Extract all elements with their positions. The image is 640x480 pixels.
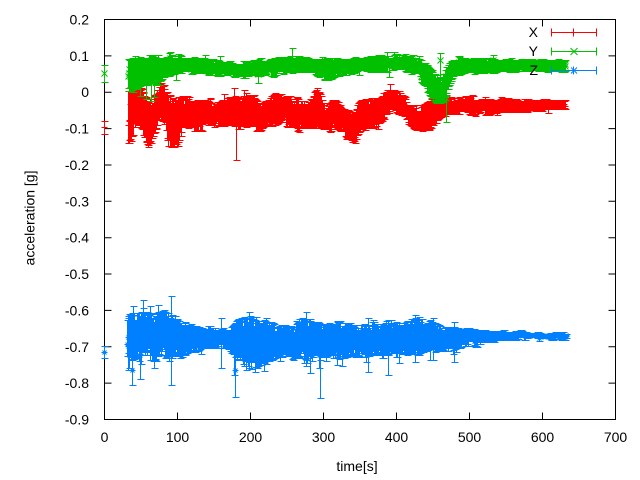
svg-text:acceleration [g]: acceleration [g] [22, 171, 38, 266]
svg-text:0.2: 0.2 [70, 12, 90, 28]
svg-text:-0.6: -0.6 [65, 302, 89, 318]
svg-text:-0.1: -0.1 [65, 121, 89, 137]
svg-text:400: 400 [385, 429, 409, 445]
svg-text:0: 0 [101, 429, 109, 445]
svg-text:700: 700 [604, 429, 628, 445]
svg-text:0.1: 0.1 [70, 48, 90, 64]
svg-text:500: 500 [458, 429, 482, 445]
svg-text:200: 200 [239, 429, 263, 445]
svg-text:-0.5: -0.5 [65, 266, 89, 282]
svg-text:X: X [529, 24, 539, 40]
svg-text:300: 300 [312, 429, 336, 445]
svg-text:-0.2: -0.2 [65, 157, 89, 173]
svg-text:-0.9: -0.9 [65, 412, 89, 428]
svg-text:-0.7: -0.7 [65, 339, 89, 355]
svg-text:-0.4: -0.4 [65, 230, 89, 246]
svg-text:time[s]: time[s] [336, 458, 377, 474]
svg-text:0: 0 [81, 84, 89, 100]
svg-text:Y: Y [529, 43, 539, 59]
svg-text:-0.8: -0.8 [65, 375, 89, 391]
svg-text:Z: Z [529, 62, 538, 78]
svg-text:-0.3: -0.3 [65, 193, 89, 209]
svg-text:600: 600 [531, 429, 555, 445]
svg-text:100: 100 [166, 429, 190, 445]
